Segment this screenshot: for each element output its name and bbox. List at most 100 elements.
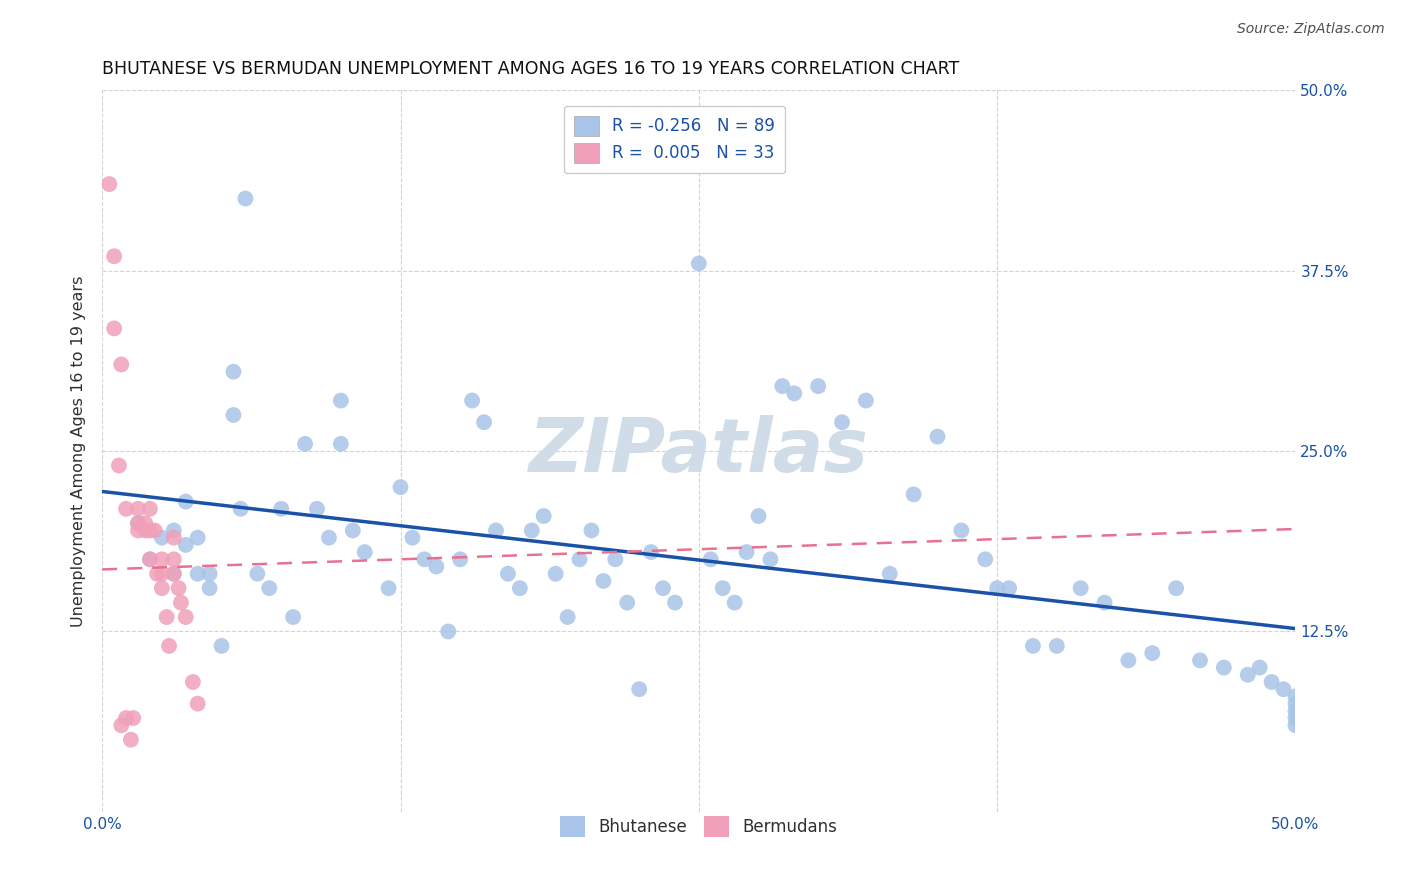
Point [281,610,304,624]
Point [711,581,734,595]
Point [170,596,193,610]
Point [198,581,221,595]
Point [1046,639,1069,653]
Point [1284,690,1306,704]
Point [127,516,149,531]
Point [150,531,173,545]
Point [520,524,543,538]
Point [664,596,686,610]
Point [998,581,1021,595]
Point [986,581,1008,595]
Point [187,531,209,545]
Point [181,675,204,690]
Point [807,379,830,393]
Point [103,249,125,263]
Point [174,494,197,508]
Point [1284,711,1306,725]
Point [1272,682,1295,697]
Point [628,682,651,697]
Point [353,545,375,559]
Point [449,552,471,566]
Point [174,538,197,552]
Point [134,516,156,531]
Point [198,566,221,581]
Point [544,566,567,581]
Point [735,545,758,559]
Point [509,581,531,595]
Point [139,552,162,566]
Point [568,552,591,566]
Point [903,487,925,501]
Point [461,393,484,408]
Point [120,732,142,747]
Point [108,458,131,473]
Point [167,581,190,595]
Point [1022,639,1045,653]
Point [855,393,877,408]
Point [270,501,292,516]
Point [235,192,257,206]
Point [425,559,447,574]
Text: BHUTANESE VS BERMUDAN UNEMPLOYMENT AMONG AGES 16 TO 19 YEARS CORRELATION CHART: BHUTANESE VS BERMUDAN UNEMPLOYMENT AMONG… [103,60,959,78]
Point [879,566,901,581]
Point [146,566,169,581]
Point [1142,646,1164,660]
Point [472,415,495,429]
Legend: Bhutanese, Bermudans: Bhutanese, Bermudans [554,810,844,843]
Point [139,524,162,538]
Point [150,552,173,566]
Point [211,639,233,653]
Point [485,524,508,538]
Point [605,552,627,566]
Point [229,501,252,516]
Point [974,552,997,566]
Point [927,430,949,444]
Point [1284,718,1306,732]
Point [1094,596,1116,610]
Point [143,524,166,538]
Point [127,524,149,538]
Point [1188,653,1211,667]
Text: ZIPatlas: ZIPatlas [529,415,869,488]
Point [747,508,769,523]
Point [163,566,186,581]
Point [115,711,138,725]
Point [652,581,675,595]
Point [139,501,162,516]
Point [110,718,132,732]
Point [950,524,973,538]
Point [759,552,782,566]
Point [1166,581,1188,595]
Point [156,610,179,624]
Point [163,524,186,538]
Point [581,524,603,538]
Point [616,596,638,610]
Point [342,524,364,538]
Point [1249,660,1271,674]
Point [98,177,121,191]
Point [377,581,399,595]
Point [122,711,145,725]
Point [1118,653,1140,667]
Point [259,581,281,595]
Point [163,566,186,581]
Point [783,386,806,401]
Point [437,624,460,639]
Point [246,566,269,581]
Point [533,508,555,523]
Point [1236,667,1258,681]
Point [1284,704,1306,718]
Text: Source: ZipAtlas.com: Source: ZipAtlas.com [1237,22,1385,37]
Point [329,437,352,451]
Point [115,501,138,516]
Point [592,574,614,588]
Point [831,415,853,429]
Point [640,545,662,559]
Point [134,524,156,538]
Point [770,379,793,393]
Point [496,566,519,581]
Point [1212,660,1234,674]
Point [222,365,245,379]
Point [401,531,423,545]
Point [688,256,710,270]
